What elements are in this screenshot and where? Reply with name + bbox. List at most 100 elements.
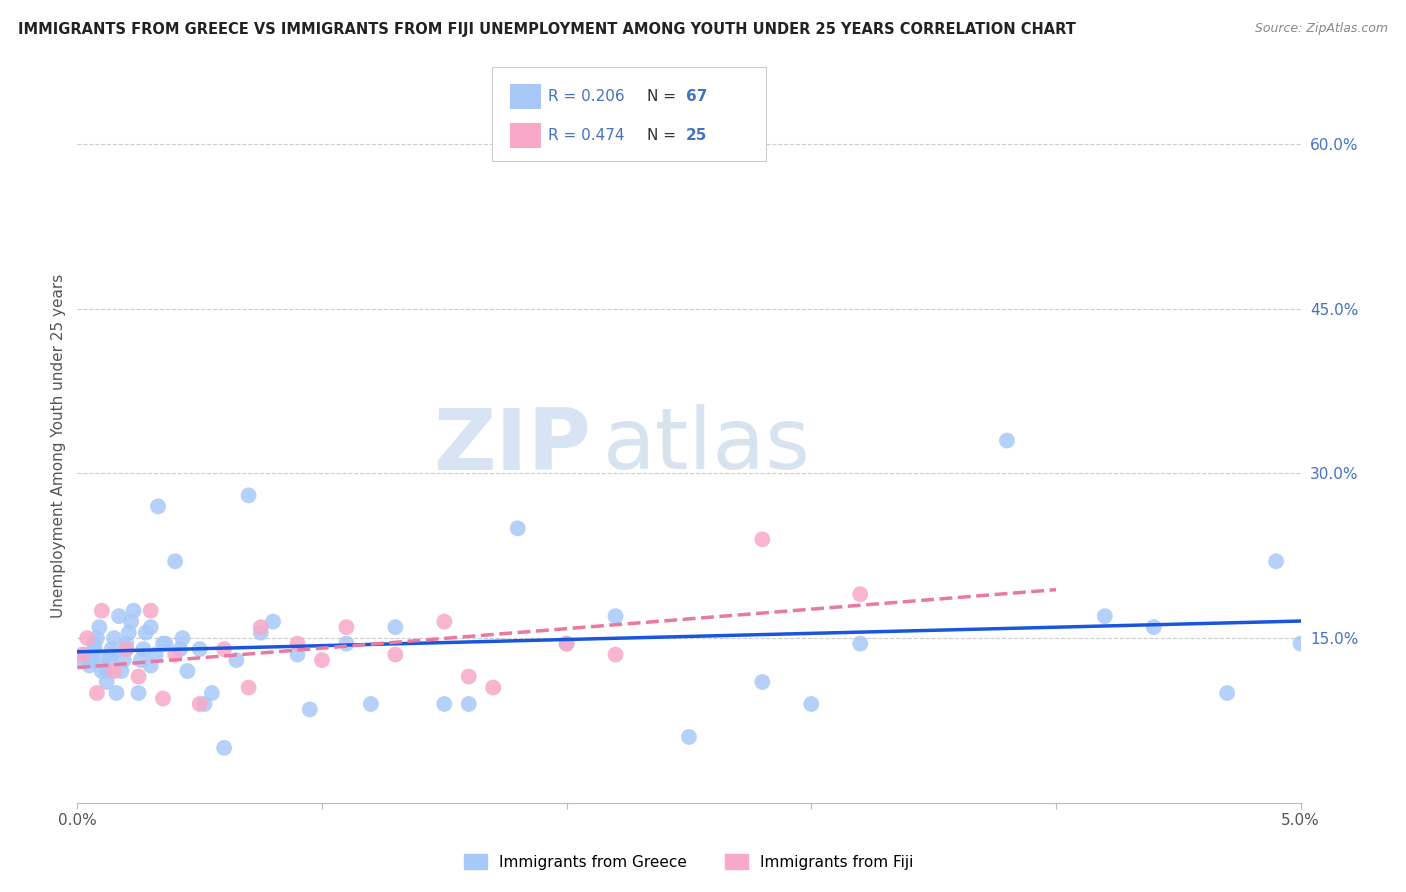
Point	[86, 631, 108, 645]
Point	[129, 653, 152, 667]
Point	[139, 604, 162, 618]
Point	[122, 604, 145, 618]
Point	[165, 554, 187, 568]
Point	[384, 648, 406, 662]
Point	[73, 648, 96, 662]
Point	[1143, 620, 1166, 634]
Point	[115, 642, 138, 657]
Point	[128, 669, 150, 683]
Point	[139, 658, 162, 673]
Point	[287, 648, 309, 662]
Point	[1289, 637, 1312, 651]
Legend: Immigrants from Greece, Immigrants from Fiji: Immigrants from Greece, Immigrants from …	[457, 846, 921, 877]
Point	[90, 664, 112, 678]
Point	[145, 648, 167, 662]
Text: N =: N =	[647, 89, 681, 104]
Text: 67: 67	[686, 89, 707, 104]
Point	[128, 686, 150, 700]
Point	[1094, 609, 1116, 624]
Point	[100, 648, 122, 662]
Point	[70, 653, 93, 667]
Point	[188, 697, 211, 711]
Point	[482, 681, 505, 695]
Point	[1216, 686, 1239, 700]
Point	[335, 637, 357, 651]
Point	[76, 631, 98, 645]
Point	[135, 625, 157, 640]
Point	[100, 642, 122, 657]
Point	[800, 697, 823, 711]
Point	[311, 653, 333, 667]
Point	[110, 664, 132, 678]
Point	[120, 615, 142, 629]
Point	[250, 625, 273, 640]
Point	[165, 648, 187, 662]
Point	[155, 637, 177, 651]
Point	[238, 488, 260, 502]
Point	[212, 740, 235, 755]
Point	[115, 637, 138, 651]
Point	[212, 642, 235, 657]
Point	[172, 631, 194, 645]
Point	[98, 653, 121, 667]
Point	[335, 620, 357, 634]
Point	[80, 653, 103, 667]
Point	[262, 615, 284, 629]
Point	[678, 730, 700, 744]
Point	[433, 615, 456, 629]
Point	[751, 533, 773, 547]
Point	[118, 625, 141, 640]
Point	[188, 642, 211, 657]
Point	[96, 675, 118, 690]
Point	[1265, 554, 1288, 568]
Point	[132, 642, 155, 657]
Point	[555, 637, 578, 651]
Point	[169, 642, 191, 657]
Point	[108, 609, 131, 624]
Point	[751, 675, 773, 690]
Y-axis label: Unemployment Among Youth under 25 years: Unemployment Among Youth under 25 years	[51, 274, 66, 618]
Point	[79, 658, 101, 673]
Point	[96, 664, 118, 678]
Point	[83, 637, 105, 651]
Point	[433, 697, 456, 711]
Point	[995, 434, 1018, 448]
Point	[849, 637, 872, 651]
Point	[238, 681, 260, 695]
Point	[201, 686, 224, 700]
Point	[225, 653, 247, 667]
Point	[176, 664, 198, 678]
Point	[139, 620, 162, 634]
Text: ZIP: ZIP	[433, 404, 591, 488]
Point	[112, 653, 135, 667]
Point	[250, 620, 273, 634]
Point	[457, 697, 479, 711]
Point	[103, 664, 125, 678]
Point	[506, 521, 529, 535]
Point	[360, 697, 382, 711]
Text: R = 0.474: R = 0.474	[548, 128, 624, 144]
Point	[89, 620, 111, 634]
Point	[152, 691, 174, 706]
Point	[115, 642, 138, 657]
Point	[193, 697, 215, 711]
Point	[605, 609, 627, 624]
Point	[83, 642, 105, 657]
Point	[105, 686, 128, 700]
Text: 25: 25	[686, 128, 707, 144]
Point	[70, 648, 93, 662]
Point	[103, 631, 125, 645]
Text: IMMIGRANTS FROM GREECE VS IMMIGRANTS FROM FIJI UNEMPLOYMENT AMONG YOUTH UNDER 25: IMMIGRANTS FROM GREECE VS IMMIGRANTS FRO…	[18, 22, 1076, 37]
Point	[384, 620, 406, 634]
Point	[90, 604, 112, 618]
Point	[90, 653, 112, 667]
Text: N =: N =	[647, 128, 681, 144]
Point	[555, 637, 578, 651]
Point	[152, 637, 174, 651]
Point	[298, 702, 321, 716]
Text: R = 0.206: R = 0.206	[548, 89, 624, 104]
Point	[287, 637, 309, 651]
Point	[146, 500, 169, 514]
Text: atlas: atlas	[603, 404, 811, 488]
Text: Source: ZipAtlas.com: Source: ZipAtlas.com	[1254, 22, 1388, 36]
